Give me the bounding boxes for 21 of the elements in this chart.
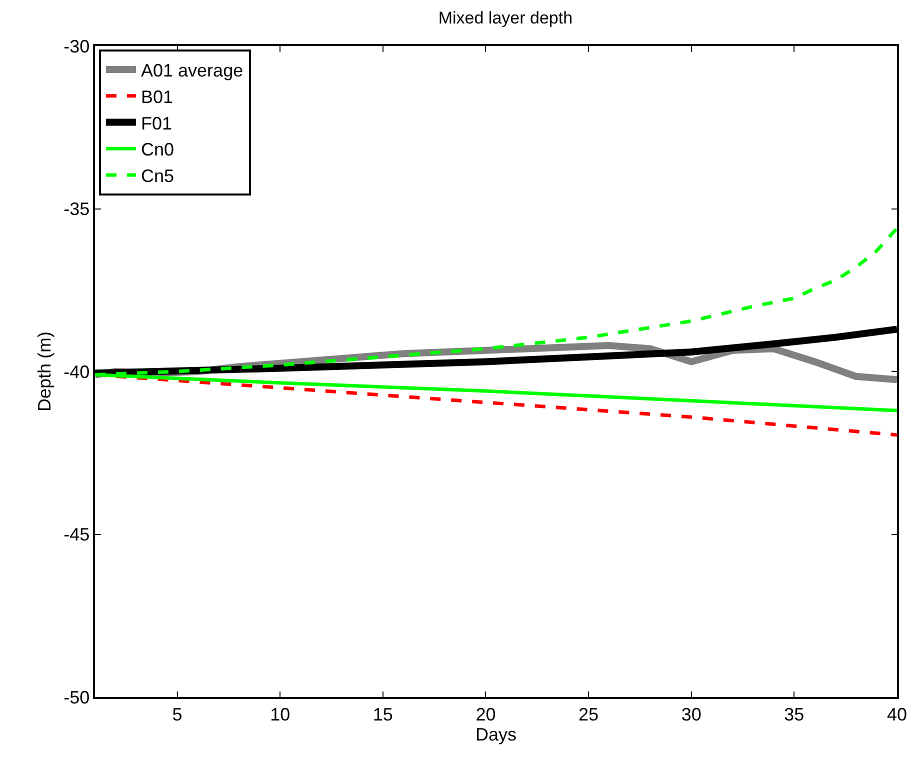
x-tick-label: 15 (372, 704, 393, 724)
x-tick-label: 30 (681, 704, 702, 724)
x-tick-label: 10 (270, 704, 290, 724)
legend-label: Cn5 (141, 166, 174, 186)
x-axis-title: Days (475, 724, 517, 744)
legend-label: A01 average (141, 60, 244, 80)
y-tick-label: -40 (64, 362, 90, 382)
x-tick-label: 20 (476, 704, 496, 724)
legend-label: F01 (141, 113, 172, 134)
legend-label: B01 (141, 86, 174, 107)
legend-label: Cn0 (141, 140, 174, 160)
x-tick-label: 25 (578, 704, 599, 724)
y-axis-title: Depth (m) (34, 331, 54, 412)
y-tick-label: -35 (64, 199, 90, 220)
y-tick-label: -45 (64, 524, 90, 545)
x-tick-label: 40 (886, 704, 908, 724)
y-tick-label: -50 (64, 687, 90, 708)
y-tick-label: -30 (64, 36, 90, 56)
chart-title: Mixed layer depth (438, 8, 573, 28)
x-tick-label: 35 (784, 704, 804, 724)
x-tick-label: 5 (172, 704, 182, 724)
